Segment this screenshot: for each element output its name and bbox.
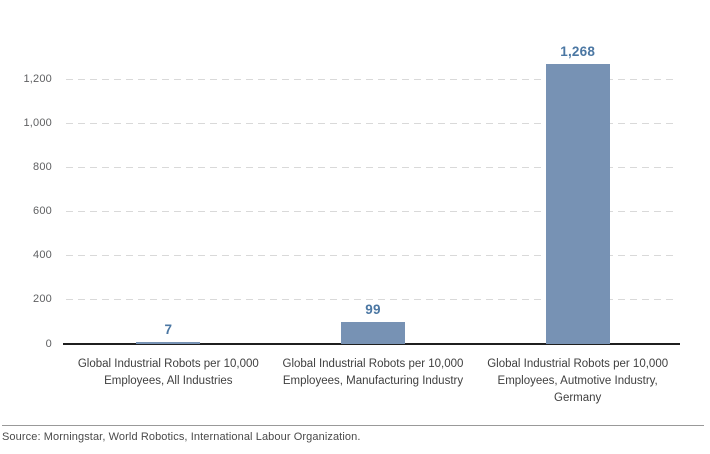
category-label-line: Germany <box>554 392 602 404</box>
gridline-600 <box>66 211 678 212</box>
plot-area: 0 200 400 600 800 1,000 1,200 7 99 1,268 <box>23 43 680 350</box>
x-axis-line <box>63 343 680 345</box>
value-label-3: 1,268 <box>560 43 596 59</box>
gridline-1200 <box>66 78 678 80</box>
y-tick-label: 200 <box>33 293 52 306</box>
y-tick-label: 1,200 <box>23 72 52 85</box>
y-tick-label: 1,000 <box>23 116 52 129</box>
y-tick-label: 800 <box>33 160 52 173</box>
y-tick-label: 400 <box>33 249 52 262</box>
y-tick-label: 600 <box>33 205 52 217</box>
category-label-3: Global Industrial Robots per 10,000 Emplo… <box>475 356 680 407</box>
category-label-1: Global Industrial Robots per 10,000 Emplo… <box>66 356 271 390</box>
category-label-line: Employees, All Industries <box>104 375 233 387</box>
y-tick-label: 0 <box>45 337 52 350</box>
bar-1 <box>136 342 201 344</box>
value-label-1: 7 <box>164 322 173 337</box>
category-label-line: Employees, Autmotive Industry, <box>497 375 658 387</box>
bar-2 <box>341 322 405 344</box>
category-label-2: Global Industrial Robots per 10,000 Emplo… <box>271 356 476 390</box>
gridline-200 <box>66 299 678 301</box>
category-label-line: Global Industrial Robots per 10,000 <box>77 358 259 370</box>
bar-3 <box>545 63 610 344</box>
value-label-2: 99 <box>365 302 381 318</box>
category-label-line: Employees, Manufacturing Industry <box>282 375 464 387</box>
source-divider <box>2 425 704 426</box>
source-note: Source: Morningstar, World Robotics, Int… <box>2 431 361 443</box>
category-label-line: Global Industrial Robots per 10,000 <box>487 358 669 370</box>
gridline-1000 <box>66 122 678 124</box>
gridline-800 <box>66 166 678 168</box>
gridline-400 <box>66 255 678 257</box>
category-label-line: Global Industrial Robots per 10,000 <box>282 358 464 370</box>
